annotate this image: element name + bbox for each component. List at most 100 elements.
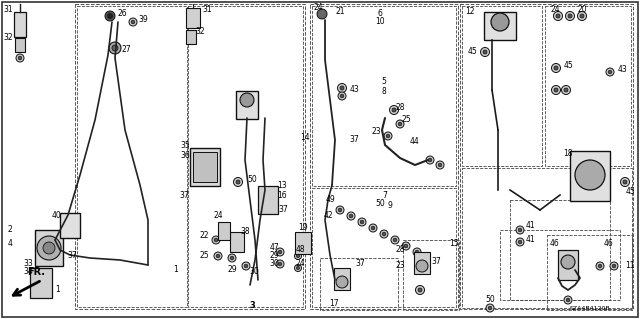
- Text: 45: 45: [563, 62, 573, 70]
- Text: 22: 22: [199, 232, 209, 241]
- Circle shape: [212, 236, 220, 244]
- Circle shape: [561, 255, 575, 269]
- Circle shape: [386, 134, 390, 138]
- Circle shape: [608, 70, 612, 74]
- Text: 44: 44: [410, 137, 420, 146]
- Circle shape: [486, 304, 494, 312]
- Bar: [460, 4, 633, 309]
- Circle shape: [552, 85, 561, 94]
- Circle shape: [393, 238, 397, 242]
- Text: 37: 37: [179, 191, 189, 201]
- Circle shape: [575, 160, 605, 190]
- Text: 2: 2: [8, 226, 12, 234]
- Text: 37: 37: [431, 257, 441, 266]
- Text: 41: 41: [525, 235, 535, 244]
- Text: 33: 33: [23, 259, 33, 269]
- Circle shape: [43, 242, 55, 254]
- Circle shape: [382, 232, 386, 236]
- Text: 42: 42: [323, 211, 333, 219]
- Text: 23: 23: [395, 261, 405, 270]
- Circle shape: [438, 163, 442, 167]
- Text: 38: 38: [240, 227, 250, 236]
- Text: 46: 46: [550, 239, 560, 248]
- Bar: [186, 30, 196, 44]
- Text: 39: 39: [138, 16, 148, 25]
- Bar: [75, 4, 305, 309]
- Text: 49: 49: [325, 196, 335, 204]
- Circle shape: [337, 84, 346, 93]
- Text: 32: 32: [195, 27, 205, 36]
- Bar: [218, 222, 230, 240]
- Bar: [462, 6, 542, 166]
- Circle shape: [623, 180, 627, 184]
- Circle shape: [577, 11, 586, 20]
- Text: 15: 15: [449, 240, 459, 249]
- Circle shape: [398, 122, 402, 126]
- Circle shape: [436, 161, 444, 169]
- Circle shape: [428, 158, 432, 162]
- Text: 29: 29: [269, 251, 279, 261]
- Circle shape: [610, 262, 618, 270]
- Text: 16: 16: [277, 190, 287, 199]
- Bar: [295, 232, 311, 254]
- Circle shape: [214, 238, 218, 242]
- Text: 5: 5: [381, 78, 387, 86]
- Bar: [14, 12, 26, 37]
- Text: 18: 18: [563, 150, 573, 159]
- Circle shape: [566, 11, 575, 20]
- Text: 45: 45: [625, 188, 635, 197]
- Bar: [30, 268, 52, 298]
- Circle shape: [516, 226, 524, 234]
- Circle shape: [418, 288, 422, 292]
- Circle shape: [230, 256, 234, 260]
- Text: 24: 24: [213, 211, 223, 219]
- Circle shape: [612, 264, 616, 268]
- Circle shape: [244, 264, 248, 268]
- Text: 47: 47: [269, 243, 279, 253]
- Circle shape: [518, 240, 522, 244]
- Bar: [510, 200, 610, 300]
- Circle shape: [347, 212, 355, 220]
- Circle shape: [621, 177, 630, 187]
- Bar: [484, 12, 516, 40]
- Bar: [77, 6, 187, 307]
- Circle shape: [404, 244, 408, 248]
- Bar: [558, 250, 578, 280]
- Circle shape: [488, 306, 492, 310]
- Circle shape: [564, 296, 572, 304]
- Bar: [15, 38, 25, 52]
- Circle shape: [340, 86, 344, 90]
- Circle shape: [554, 88, 558, 92]
- Circle shape: [336, 276, 348, 288]
- Text: SZA4B4120B: SZA4B4120B: [570, 306, 610, 310]
- Circle shape: [483, 50, 487, 54]
- Circle shape: [228, 254, 236, 262]
- Text: 25: 25: [199, 251, 209, 261]
- Bar: [230, 232, 244, 252]
- Circle shape: [380, 230, 388, 238]
- Circle shape: [338, 92, 346, 100]
- Circle shape: [390, 106, 399, 115]
- Circle shape: [566, 298, 570, 302]
- Circle shape: [564, 88, 568, 92]
- Circle shape: [242, 262, 250, 270]
- Text: 13: 13: [277, 181, 287, 189]
- Circle shape: [396, 120, 404, 128]
- Bar: [258, 186, 278, 214]
- Bar: [312, 6, 456, 186]
- Text: 48: 48: [295, 246, 305, 255]
- Bar: [236, 91, 258, 119]
- Circle shape: [491, 13, 509, 31]
- Circle shape: [340, 94, 344, 98]
- Circle shape: [16, 54, 24, 62]
- Bar: [570, 151, 610, 201]
- Circle shape: [276, 248, 284, 256]
- Circle shape: [18, 56, 22, 60]
- Text: 30: 30: [249, 268, 259, 277]
- Bar: [545, 6, 631, 166]
- Bar: [60, 212, 80, 238]
- Bar: [414, 252, 430, 274]
- Circle shape: [214, 252, 222, 260]
- Circle shape: [552, 63, 561, 72]
- Circle shape: [580, 14, 584, 18]
